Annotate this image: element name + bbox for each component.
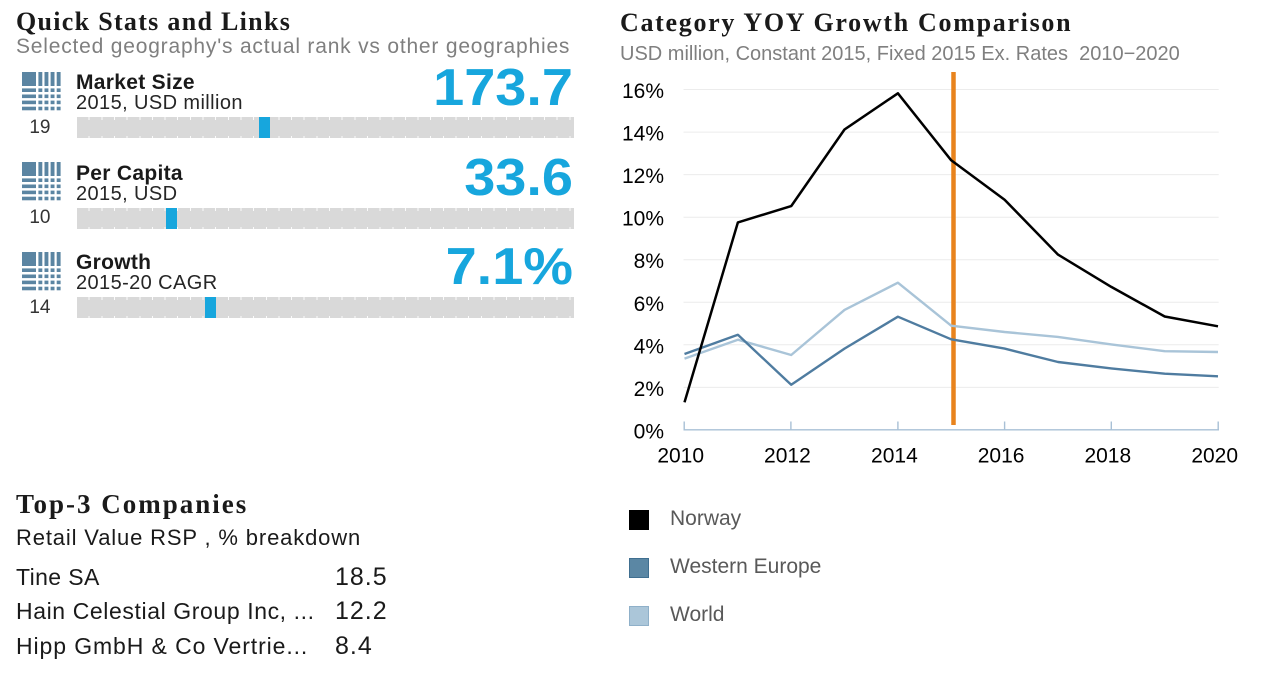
- svg-text:10%: 10%: [622, 208, 664, 231]
- svg-text:2%: 2%: [634, 378, 664, 401]
- svg-text:2014: 2014: [871, 445, 918, 468]
- svg-text:2018: 2018: [1084, 445, 1131, 468]
- svg-text:12%: 12%: [622, 165, 664, 188]
- svg-text:14%: 14%: [622, 123, 664, 146]
- svg-text:16%: 16%: [622, 80, 664, 103]
- svg-text:2012: 2012: [764, 445, 811, 468]
- svg-text:4%: 4%: [634, 335, 664, 358]
- svg-text:8%: 8%: [634, 250, 664, 273]
- svg-text:6%: 6%: [634, 293, 664, 316]
- svg-text:2016: 2016: [978, 445, 1025, 468]
- svg-text:0%: 0%: [634, 421, 664, 444]
- svg-text:2020: 2020: [1191, 445, 1238, 468]
- svg-text:2010: 2010: [657, 445, 704, 468]
